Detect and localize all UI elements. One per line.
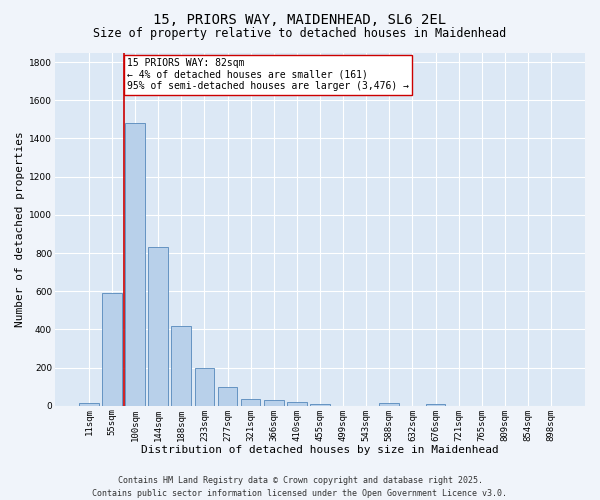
Bar xyxy=(218,386,238,406)
Text: 15 PRIORS WAY: 82sqm
← 4% of detached houses are smaller (161)
95% of semi-detac: 15 PRIORS WAY: 82sqm ← 4% of detached ho… xyxy=(127,58,409,92)
Bar xyxy=(172,326,191,406)
Bar xyxy=(102,293,122,406)
Bar xyxy=(241,398,260,406)
Text: Contains HM Land Registry data © Crown copyright and database right 2025.
Contai: Contains HM Land Registry data © Crown c… xyxy=(92,476,508,498)
Bar xyxy=(125,123,145,406)
Bar xyxy=(426,404,445,406)
Bar xyxy=(264,400,284,406)
Text: 15, PRIORS WAY, MAIDENHEAD, SL6 2EL: 15, PRIORS WAY, MAIDENHEAD, SL6 2EL xyxy=(154,12,446,26)
Bar xyxy=(310,404,330,406)
Bar xyxy=(287,402,307,406)
Y-axis label: Number of detached properties: Number of detached properties xyxy=(15,132,25,327)
Bar xyxy=(79,403,98,406)
Bar xyxy=(379,403,399,406)
Text: Size of property relative to detached houses in Maidenhead: Size of property relative to detached ho… xyxy=(94,28,506,40)
Bar xyxy=(194,368,214,406)
Bar xyxy=(148,248,168,406)
X-axis label: Distribution of detached houses by size in Maidenhead: Distribution of detached houses by size … xyxy=(141,445,499,455)
